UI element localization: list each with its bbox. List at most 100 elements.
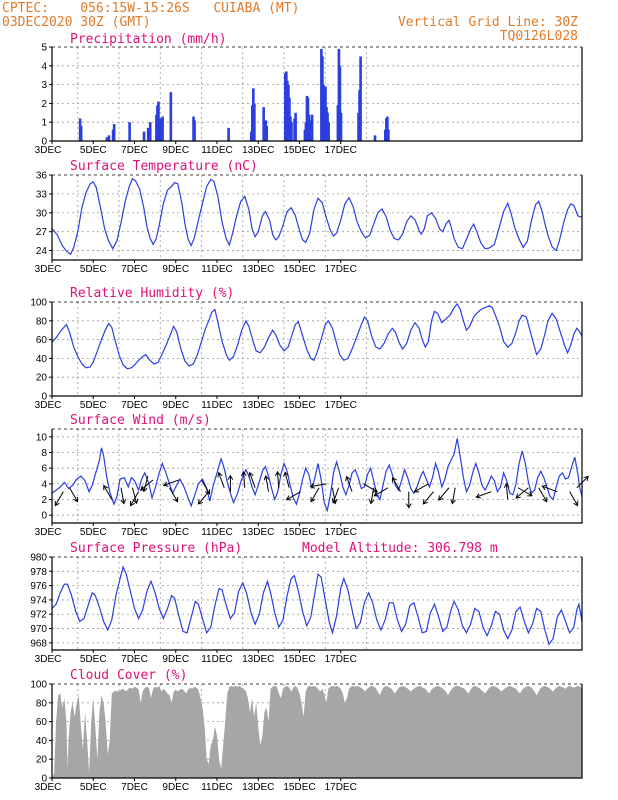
y-tick-label: 2 xyxy=(41,99,47,110)
wind-arrow xyxy=(332,487,340,503)
pres-title: Surface Pressure (hPa) xyxy=(70,541,242,556)
cloud-panel: 0 20 40 60 80 100 3DEC 5DEC 7DEC 9DEC 11DEC 13DEC 15… xyxy=(30,668,583,793)
wind-arrow xyxy=(310,483,327,488)
wind-arrow-head xyxy=(217,471,223,478)
wind-arrow xyxy=(131,487,138,504)
y-tick-label: 1 xyxy=(41,118,47,129)
frame xyxy=(51,684,583,779)
wind-arrow xyxy=(120,487,125,504)
wind-arrow xyxy=(69,487,78,502)
x-tick-label: 11DEC xyxy=(201,782,233,793)
x-tick-label: 17DEC xyxy=(325,654,357,665)
pres-panel: 968 970 972 974 976 978 980 3DEC 5DEC 7DEC 9DEC 11D… xyxy=(30,541,583,665)
precip-panel: 0 1 2 3 4 5 3DEC 5DEC 7DEC 9DEC 11DEC 13DEC 15DEC 17D… xyxy=(35,32,583,156)
x-tick-label: 13DEC xyxy=(242,145,274,156)
cloud-cover-area xyxy=(52,685,582,778)
y-tick-label: 20 xyxy=(36,755,48,766)
header-grid-line: Vertical Grid Line: 30Z xyxy=(398,15,578,30)
wind-arrow xyxy=(198,491,210,505)
precip-bar xyxy=(193,120,196,141)
x-tick-label: 7DEC xyxy=(121,400,148,411)
x-tick-label: 11DEC xyxy=(201,654,233,665)
x-tick-label: 7DEC xyxy=(121,782,148,793)
cloud-title: Cloud Cover (%) xyxy=(70,668,187,683)
y-tick-label: 3 xyxy=(41,80,47,91)
wind-title: Surface Wind (m/s) xyxy=(70,413,211,428)
precip-bar xyxy=(112,124,116,141)
wind-arrow xyxy=(284,472,290,488)
rh-panel: 0 20 40 60 80 100 3DEC 5DEC 7DEC 9DEC 11DEC 13DEC 15… xyxy=(30,286,583,411)
wind-arrow-head xyxy=(368,498,375,505)
precip-bar xyxy=(294,112,297,141)
wind-arrow xyxy=(276,471,280,488)
precip-title: Precipitation (mm/h) xyxy=(70,32,227,47)
y-tick-label: 33 xyxy=(36,189,48,200)
precip-bar xyxy=(148,122,152,141)
wind-arrow xyxy=(414,483,429,493)
wind-arrow-head xyxy=(309,483,316,489)
precip-bar xyxy=(161,116,164,141)
wind-arrow-head xyxy=(263,474,270,481)
wind-arrow xyxy=(517,487,533,497)
x-tick-label: 13DEC xyxy=(242,264,274,275)
x-tick-label: 5DEC xyxy=(80,527,107,538)
x-tick-label: 3DEC xyxy=(35,400,62,411)
wind-arrow xyxy=(374,487,389,497)
wind-arrow xyxy=(422,491,434,505)
wind-arrow-head xyxy=(438,495,444,501)
wind-arrow-head xyxy=(274,470,281,477)
wind-arrow xyxy=(143,475,149,492)
x-tick-label: 13DEC xyxy=(242,654,274,665)
wind-arrow xyxy=(249,472,256,488)
panels: 0 1 2 3 4 5 3DEC 5DEC 7DEC 9DEC 11DEC 13DEC 15DEC 17D… xyxy=(30,32,589,793)
x-tick-label: 17DEC xyxy=(325,145,357,156)
x-tick-label: 15DEC xyxy=(283,400,315,411)
x-tick-label: 17DEC xyxy=(325,400,357,411)
wind-arrow-head xyxy=(140,485,146,491)
x-tick-label: 5DEC xyxy=(80,654,107,665)
x-tick-label: 11DEC xyxy=(201,527,233,538)
precip-bar xyxy=(307,114,311,141)
wind-arrow xyxy=(242,471,246,488)
frame xyxy=(51,429,583,524)
y-tick-label: 27 xyxy=(36,227,48,238)
y-tick-label: 24 xyxy=(36,246,48,257)
y-tick-label: 100 xyxy=(30,680,47,691)
wind-arrow xyxy=(538,487,548,502)
x-tick-label: 3DEC xyxy=(35,527,62,538)
precip-bar xyxy=(146,127,150,141)
y-tick-label: 100 xyxy=(30,298,47,309)
precip-bar xyxy=(327,122,330,141)
x-tick-label: 15DEC xyxy=(283,145,315,156)
y-tick-label: 2 xyxy=(41,495,47,506)
precip-bar xyxy=(262,107,265,141)
precip-bar xyxy=(105,137,109,141)
rh-title: Relative Humidity (%) xyxy=(70,286,234,301)
wind-arrow-head xyxy=(310,496,316,503)
x-tick-label: 13DEC xyxy=(242,782,274,793)
y-tick-label: 6 xyxy=(41,464,47,475)
wind-arrow xyxy=(392,477,401,492)
wind-arrow-head xyxy=(205,489,211,495)
x-tick-label: 3DEC xyxy=(35,654,62,665)
wind-arrow-head xyxy=(162,481,169,487)
wind-arrow-head xyxy=(373,491,379,497)
y-tick-label: 80 xyxy=(36,698,48,709)
temp-panel: 24 27 30 33 36 3DEC 5DEC 7DEC 9DEC 11DEC 13DEC 15DE… xyxy=(35,159,583,275)
wind-arrow-head xyxy=(120,498,126,505)
header-location: CPTEC: 056:15W-15:26S CUIABA (MT) xyxy=(2,1,299,16)
x-tick-label: 5DEC xyxy=(80,400,107,411)
x-tick-label: 7DEC xyxy=(121,527,148,538)
wind-arrow-head xyxy=(450,498,456,505)
precip-bar xyxy=(79,125,83,141)
wind-arrow xyxy=(169,487,178,502)
frame xyxy=(51,47,583,142)
frame xyxy=(51,175,583,261)
x-tick-label: 7DEC xyxy=(121,145,148,156)
precip-bar xyxy=(339,112,343,141)
x-tick-label: 9DEC xyxy=(162,400,189,411)
y-tick-label: 60 xyxy=(36,717,48,728)
temp-series-line xyxy=(51,177,583,256)
y-tick-label: 8 xyxy=(41,448,47,459)
